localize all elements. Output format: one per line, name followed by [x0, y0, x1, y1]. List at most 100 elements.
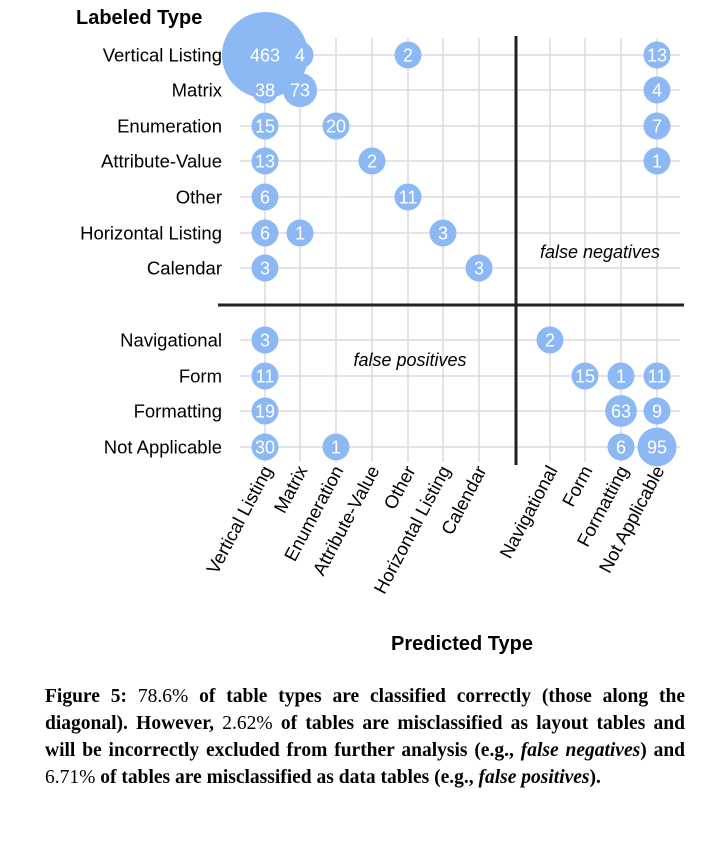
bubble-circle [251, 433, 279, 461]
caption-label: Figure 5: [45, 686, 127, 707]
false-negatives-annotation: false negatives [540, 242, 660, 262]
bubble-circle [637, 427, 677, 467]
bubble-label: 19 [255, 402, 275, 422]
bubble-26: 19 [251, 397, 279, 425]
bubble-label: 1 [652, 152, 662, 172]
bubble-circle [607, 362, 635, 390]
bubble-circle [571, 362, 599, 390]
bubble-label: 4 [295, 46, 305, 66]
bubble-20: 3 [251, 326, 279, 354]
caption-text-5: ). [589, 767, 601, 788]
bubble-17: 3 [429, 219, 457, 247]
bubble-31: 6 [607, 433, 635, 461]
bubble-label: 3 [474, 259, 484, 279]
bubble-label: 1 [295, 224, 305, 244]
bubble-label: 3 [260, 259, 270, 279]
bubble-label: 1 [616, 367, 626, 387]
bubble-18: 3 [251, 254, 279, 282]
bubble-label: 11 [399, 188, 418, 208]
bubble-21: 2 [536, 326, 564, 354]
bubble-22: 11 [251, 362, 279, 390]
caption-text-1: of table types are classified correctly … [45, 686, 685, 734]
bubble-circle [286, 41, 314, 69]
bubble-1: 4 [286, 41, 314, 69]
row-label: Enumeration [117, 116, 222, 137]
bubble-circle [643, 112, 671, 140]
bubble-circle [643, 397, 671, 425]
bubble-32: 95 [637, 427, 677, 467]
bubble-label: 7 [652, 117, 662, 137]
bubble-circle [251, 362, 279, 390]
bubble-label: 3 [438, 224, 448, 244]
bubble-4: 38 [251, 76, 279, 104]
bubble-label: 11 [648, 367, 667, 387]
bubble-0: 463 [221, 11, 309, 99]
row-label: Calendar [147, 258, 222, 279]
bubble-circle [536, 326, 564, 354]
bubble-circle [429, 219, 457, 247]
bubble-label: 6 [260, 224, 270, 244]
bubble-29: 30 [251, 433, 279, 461]
figure-caption: Figure 5: 78.6% of table types are class… [45, 683, 685, 791]
bubble-5: 73 [282, 72, 318, 108]
bubble-label: 95 [647, 438, 667, 458]
bubble-circle [251, 183, 279, 211]
row-label: Horizontal Listing [80, 223, 222, 244]
bubble-circle [643, 41, 671, 69]
bubble-label: 15 [255, 117, 275, 137]
bubble-circle [221, 11, 309, 99]
bubble-12: 1 [643, 147, 671, 175]
bubble-2: 2 [394, 41, 422, 69]
bubble-16: 1 [286, 219, 314, 247]
bubble-27: 63 [605, 395, 637, 427]
bubble-circle [282, 72, 318, 108]
bubble-label: 2 [403, 46, 413, 66]
bubble-circle [643, 147, 671, 175]
bubble-circle [607, 433, 635, 461]
x-axis-title: Predicted Type [391, 633, 533, 655]
bubble-label: 13 [255, 152, 275, 172]
bubble-circle [251, 112, 279, 140]
bubble-14: 11 [394, 183, 422, 211]
bubble-circle [394, 41, 422, 69]
bubble-label: 2 [367, 152, 377, 172]
bubble-label: 4 [652, 81, 662, 101]
caption-text-2: of tables are misclassified as layout ta… [45, 713, 685, 761]
bubble-circle [465, 254, 493, 282]
bubble-23: 15 [571, 362, 599, 390]
row-labels: Vertical Listing Matrix Enumeration Attribu… [80, 45, 223, 458]
bubble-label: 2 [545, 331, 555, 351]
bubble-24: 1 [607, 362, 635, 390]
bubble-6: 4 [643, 76, 671, 104]
column-label: Vertical Listing [202, 462, 277, 577]
bubble-label: 38 [255, 81, 275, 101]
row-label: Form [179, 366, 222, 387]
row-label: Formatting [134, 401, 222, 422]
bubble-3: 13 [643, 41, 671, 69]
bubble-circle [251, 147, 279, 175]
false-positives-annotation: false positives [353, 350, 466, 370]
bubble-circle [643, 362, 671, 390]
bubble-10: 13 [251, 147, 279, 175]
bubble-circle [251, 326, 279, 354]
caption-pct-layout: 2.62% [222, 713, 273, 734]
row-label: Not Applicable [104, 437, 222, 458]
bubble-label: 63 [611, 402, 631, 422]
column-labels: Vertical ListingMatrixEnumerationAttribu… [202, 461, 669, 597]
bubble-25: 11 [643, 362, 671, 390]
bubble-label: 73 [290, 81, 310, 101]
bubble-circle [358, 147, 386, 175]
column-label: Form [558, 462, 597, 510]
bubble-30: 1 [322, 433, 350, 461]
bubble-15: 6 [251, 219, 279, 247]
bubble-label: 6 [260, 188, 270, 208]
caption-pct-correct: 78.6% [137, 686, 189, 707]
bubble-circle [394, 183, 422, 211]
bubble-7: 15 [251, 112, 279, 140]
bubble-label: 11 [256, 367, 275, 387]
y-axis-title: Labeled Type [76, 7, 202, 29]
bubble-label: 15 [575, 367, 595, 387]
bubble-circle [251, 219, 279, 247]
bubble-8: 20 [322, 112, 350, 140]
